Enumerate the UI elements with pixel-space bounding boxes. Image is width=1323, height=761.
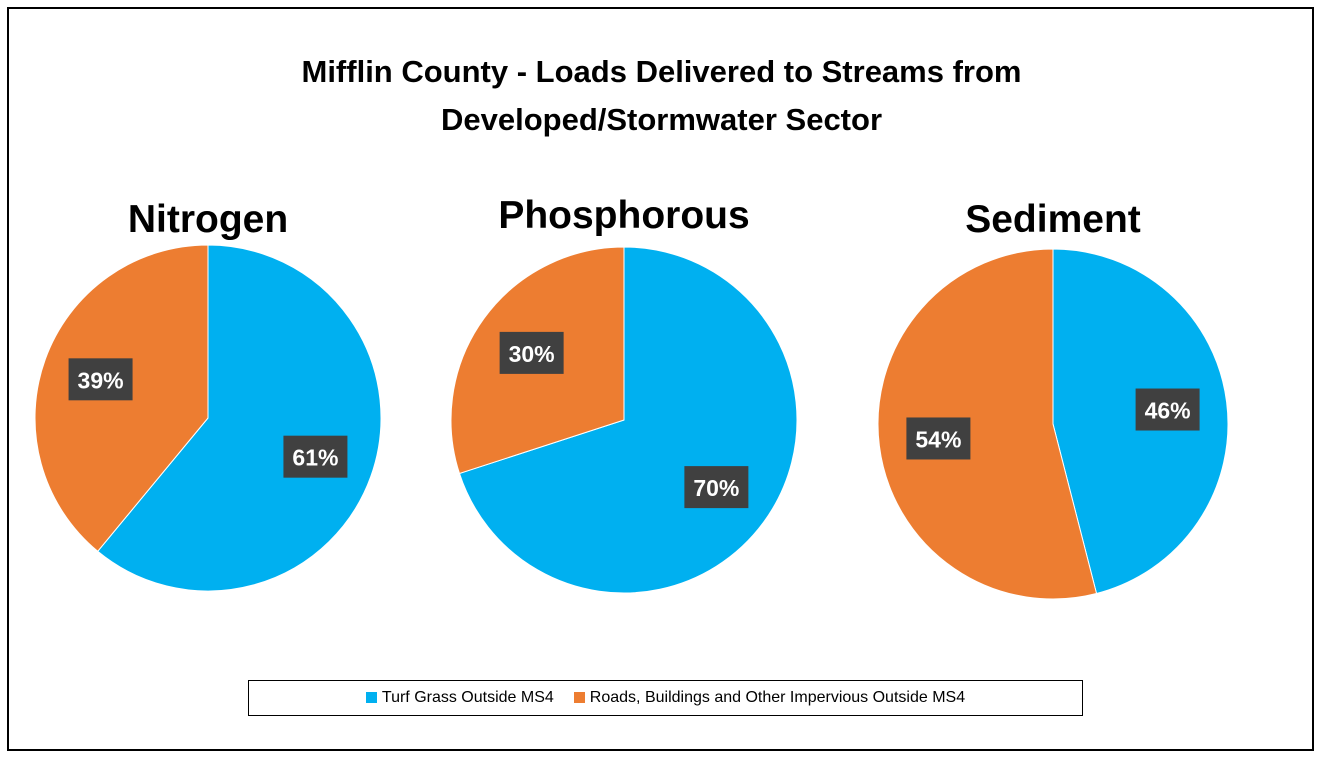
label-box: [1135, 388, 1200, 431]
legend-item: Roads, Buildings and Other Impervious Ou…: [573, 689, 966, 707]
legend-swatch: [573, 692, 585, 703]
pie-slice: [97, 244, 382, 592]
data-label: 70%: [693, 475, 739, 501]
chart-title-text: Mifflin County - Loads Delivered to Stre…: [301, 54, 1022, 137]
pie-title: Nitrogen: [128, 198, 288, 241]
legend-swatch: [365, 692, 377, 703]
legend-item: Turf Grass Outside MS4: [365, 689, 554, 707]
chart-title: Mifflin County - Loads Delivered to Stre…: [0, 48, 1323, 144]
label-box: [68, 358, 133, 401]
label-box: [684, 466, 749, 509]
data-label: 39%: [78, 367, 124, 393]
data-label: 46%: [1145, 398, 1191, 424]
data-label: 30%: [509, 341, 555, 367]
label-box: [283, 435, 348, 478]
pie-title: Sediment: [965, 198, 1141, 241]
pie-slice: [877, 248, 1098, 600]
legend: Turf Grass Outside MS4 Roads, Buildings …: [248, 680, 1083, 716]
legend-label: Roads, Buildings and Other Impervious Ou…: [589, 689, 966, 706]
pie-title: Phosphorous: [498, 194, 749, 237]
label-box: [499, 331, 564, 374]
label-box: [906, 417, 971, 460]
chart-frame: [7, 7, 1314, 751]
data-label: 61%: [292, 445, 338, 471]
legend-label: Turf Grass Outside MS4: [381, 689, 554, 706]
data-label: 54%: [915, 426, 961, 452]
